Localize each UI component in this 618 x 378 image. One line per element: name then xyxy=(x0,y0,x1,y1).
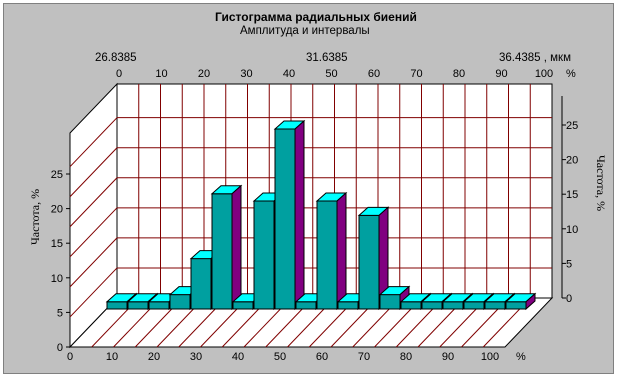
right-axis-tick-label: 5 xyxy=(566,258,572,270)
bottom-axis-tick-label: 90 xyxy=(442,351,454,363)
bottom-axis-tick-label: 100 xyxy=(481,351,499,363)
top-axis-tick-label: 90 xyxy=(495,68,507,80)
bottom-axis-tick-label: 40 xyxy=(232,351,244,363)
bar-front xyxy=(442,301,464,310)
top-axis-tick-label: 10 xyxy=(155,68,167,80)
right-axis-tick-label: 10 xyxy=(566,224,578,236)
bottom-axis-tick-label: 80 xyxy=(400,351,412,363)
bar-front xyxy=(379,294,401,310)
right-axis-tick-label: 25 xyxy=(566,120,578,132)
left-axis-tick-label: 25 xyxy=(51,169,63,181)
right-axis-tick-label: 15 xyxy=(566,189,578,201)
left-axis-tick-label: 0 xyxy=(57,342,63,354)
bar-front xyxy=(505,301,527,310)
top-axis-tick-label: 40 xyxy=(283,68,295,80)
left-wall-grid xyxy=(69,207,118,258)
bar-side xyxy=(525,292,536,311)
bottom-axis-tick-label: 60 xyxy=(316,351,328,363)
left-axis-tick-label: 20 xyxy=(51,204,63,216)
left-axis-tick-label: 5 xyxy=(57,307,63,319)
left-wall-grid xyxy=(69,237,118,288)
chart-title: Гистограмма радиальных биений xyxy=(215,10,417,24)
top-axis-value-start: 26.8385 xyxy=(95,52,137,64)
bottom-axis-tick-label: 50 xyxy=(274,351,286,363)
top-axis-tick-label: 80 xyxy=(453,68,465,80)
bottom-axis-tick-label: 20 xyxy=(148,351,160,363)
bar-front xyxy=(169,294,191,310)
top-axis-tick-label: 100 xyxy=(535,68,553,80)
top-axis-tick-label: 30 xyxy=(240,68,252,80)
bar-front xyxy=(358,214,380,310)
bar-front xyxy=(274,128,296,310)
bottom-axis-tick-label: 10 xyxy=(106,351,118,363)
bottom-axis-tick-label: 30 xyxy=(190,351,202,363)
left-wall-grid xyxy=(69,267,118,318)
bar-front xyxy=(190,258,212,310)
bar-front xyxy=(421,301,443,310)
bar-side xyxy=(336,191,347,311)
left-axis-tick-label: 15 xyxy=(51,238,63,250)
bar-front xyxy=(148,301,170,310)
bar-front xyxy=(106,301,128,310)
bar-front xyxy=(127,301,149,310)
bar-front xyxy=(484,301,506,310)
top-axis-value-end: 36.4385 , мкм xyxy=(499,52,571,64)
bar-front xyxy=(337,301,359,310)
bar-side xyxy=(294,119,305,311)
chart-subtitle: Амплитуда и интервалы xyxy=(240,25,370,37)
bottom-axis-unit: % xyxy=(516,351,526,363)
top-axis-tick-label: 0 xyxy=(116,68,122,80)
left-wall-grid xyxy=(69,147,118,198)
left-wall-grid xyxy=(69,177,118,228)
right-axis-tick-label: 0 xyxy=(566,293,572,305)
left-wall-grid xyxy=(69,117,118,168)
top-axis-tick-label: 20 xyxy=(198,68,210,80)
right-axis-tick-label: 20 xyxy=(566,155,578,167)
bar-front xyxy=(316,200,338,310)
bar-front xyxy=(295,301,317,310)
bottom-axis-tick-label: 70 xyxy=(358,351,370,363)
top-axis-tick-label: 60 xyxy=(368,68,380,80)
top-axis-tick-label: 50 xyxy=(325,68,337,80)
bottom-axis-tick-label: 0 xyxy=(67,351,73,363)
bar-front xyxy=(211,193,233,310)
left-axis-tick-label: 10 xyxy=(51,273,63,285)
bar-front xyxy=(400,301,422,310)
bar-side xyxy=(231,184,242,311)
bar-front xyxy=(253,200,275,310)
bar-front xyxy=(463,301,485,310)
bar-front xyxy=(232,301,254,310)
top-axis-value-mid: 31.6385 xyxy=(306,52,348,64)
top-axis-tick-label: 70 xyxy=(410,68,422,80)
top-axis-unit: % xyxy=(566,68,576,80)
